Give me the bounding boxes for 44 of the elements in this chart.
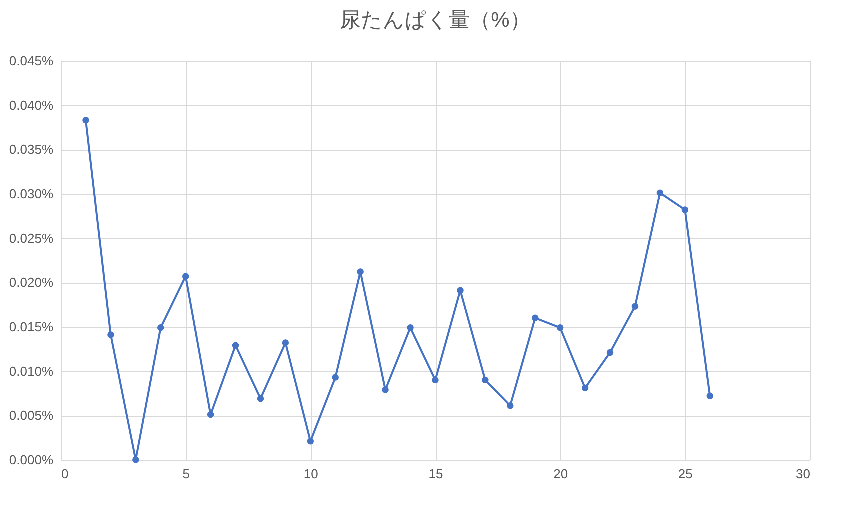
point: [282, 340, 290, 346]
point: [132, 456, 140, 464]
point: [332, 374, 339, 381]
y-tick-label: 0.030%: [9, 186, 54, 202]
point: [357, 268, 364, 276]
x-tick-label: 20: [554, 466, 568, 482]
y-tick-label: 0.045%: [9, 54, 54, 68]
y-tick-label: 0.035%: [9, 142, 54, 158]
point: [182, 273, 190, 280]
x-tick-label: 10: [304, 466, 318, 482]
y-tick-label: 0.020%: [9, 275, 54, 290]
point: [632, 303, 639, 310]
x-tick-label: 5: [182, 466, 190, 482]
point: [556, 324, 564, 332]
point: [606, 349, 614, 356]
x-tick-label: 15: [428, 466, 444, 482]
y-tick-label: 0.010%: [9, 364, 54, 379]
point: [108, 332, 114, 338]
point: [307, 438, 314, 445]
y-tick-label: 0.025%: [9, 230, 54, 246]
point: [532, 314, 539, 322]
y-tick-label: 0.005%: [9, 408, 54, 424]
point: [82, 117, 90, 124]
point: [407, 324, 414, 332]
point: [582, 384, 589, 392]
point: [382, 386, 389, 394]
y-tick-label: 0.000%: [9, 452, 54, 468]
point: [706, 392, 714, 400]
y-tick-label: 0.040%: [9, 98, 54, 113]
point: [507, 402, 514, 410]
chart-title: 尿たんぱく量（%）: [340, 9, 531, 32]
x-tick-label: 25: [678, 466, 693, 482]
point: [457, 287, 464, 294]
y-tick-label: 0.015%: [9, 320, 54, 334]
x-tick-label: 30: [796, 466, 810, 482]
point: [232, 342, 240, 349]
point: [257, 395, 264, 402]
point: [158, 324, 164, 332]
point: [432, 376, 439, 384]
x-tick-label: 0: [62, 466, 69, 482]
point: [682, 206, 689, 214]
point: [656, 190, 664, 196]
point: [482, 376, 489, 384]
point: [207, 411, 214, 418]
